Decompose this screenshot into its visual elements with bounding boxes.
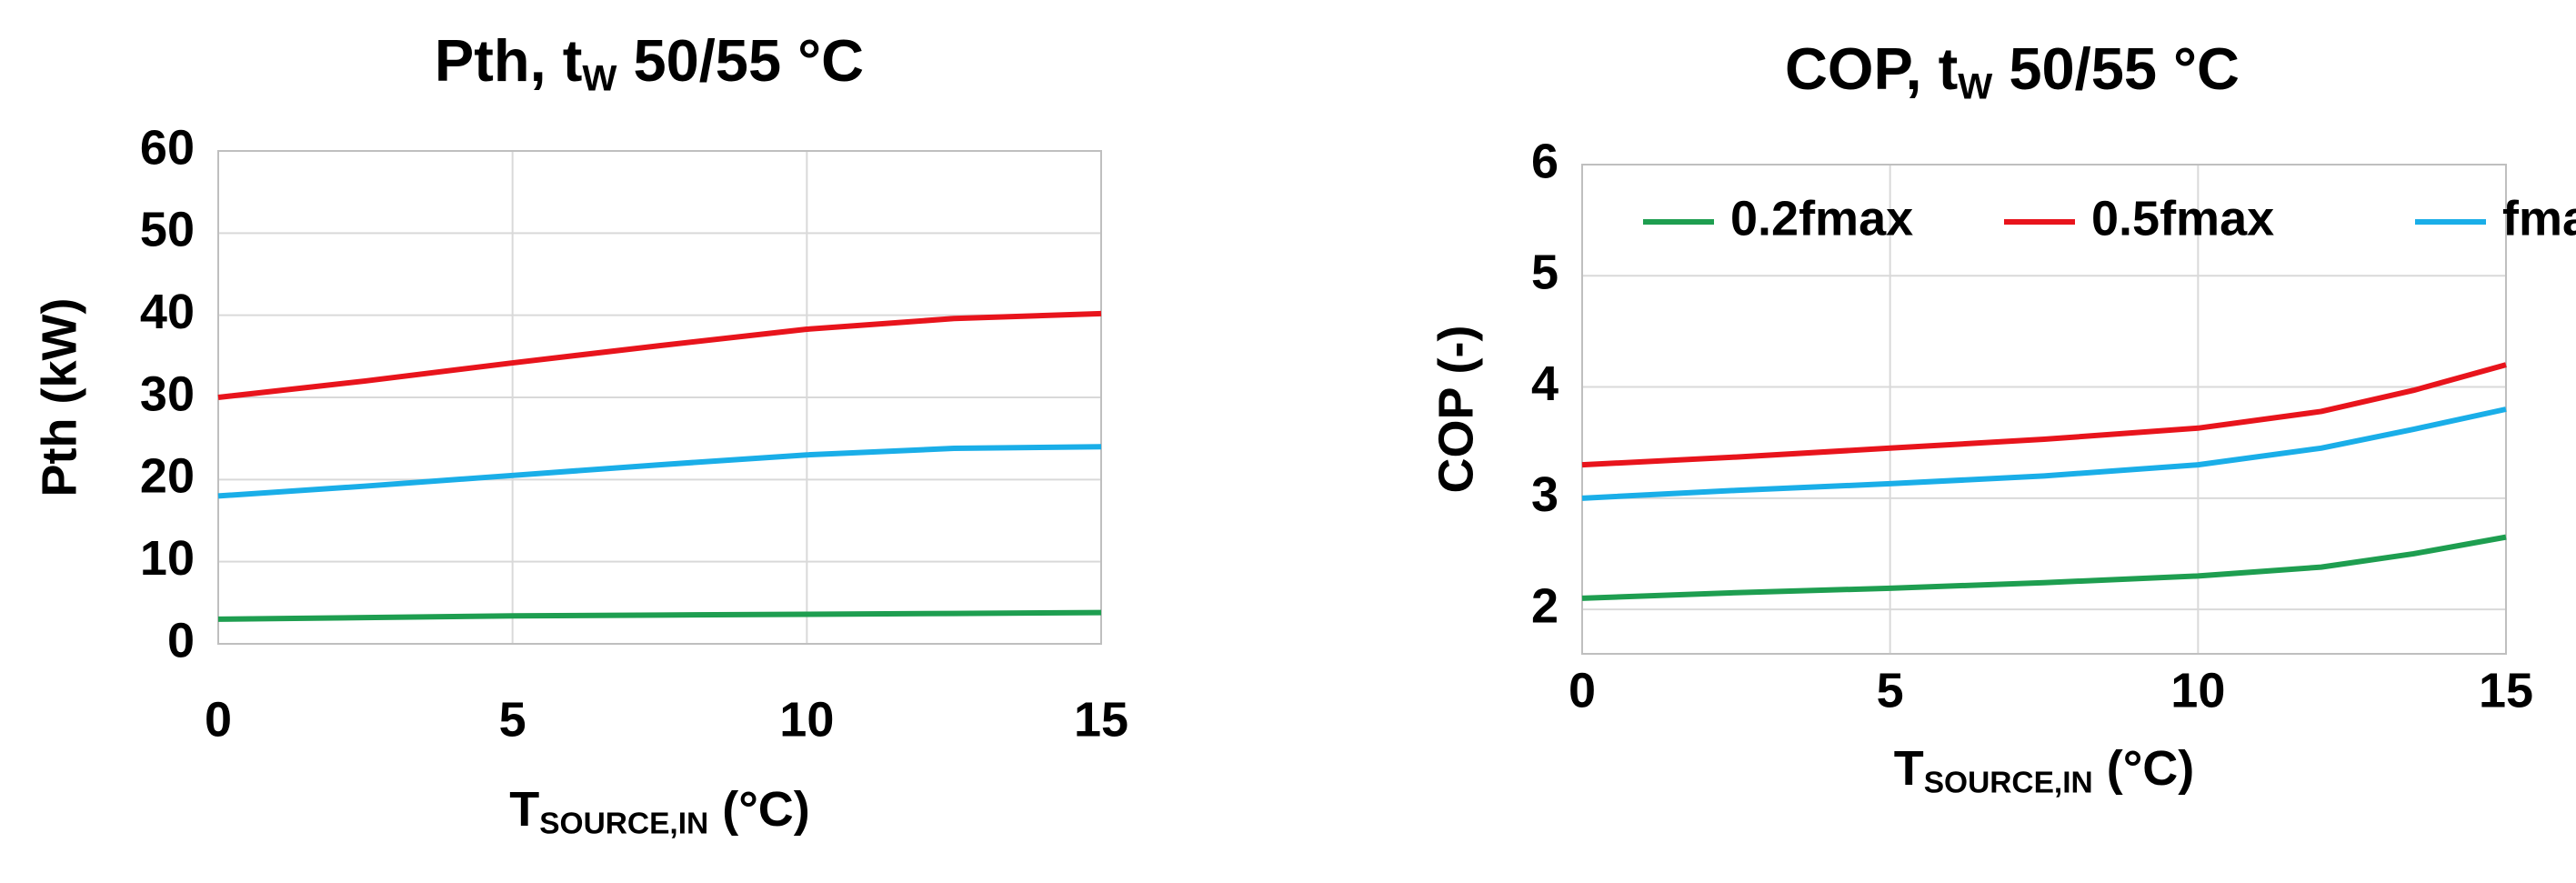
y-tick-label: 10 bbox=[140, 531, 195, 586]
y-tick-label: 20 bbox=[140, 449, 195, 504]
x-tick-label: 15 bbox=[1074, 692, 1128, 747]
x-tick-label: 0 bbox=[205, 692, 232, 747]
legend-label: fmax bbox=[2502, 191, 2576, 246]
y-tick-label: 5 bbox=[1531, 246, 1559, 300]
x-axis-label-part: (°C) bbox=[2093, 741, 2195, 796]
x-tick-label: 15 bbox=[2479, 663, 2533, 717]
data-line bbox=[1581, 406, 2507, 501]
x-tick-label: 10 bbox=[779, 692, 834, 747]
x-axis-label-part: T bbox=[1894, 741, 1924, 796]
chart-title: Pth, tW 50/55 °C bbox=[435, 27, 864, 98]
x-axis-label-part: T bbox=[509, 782, 539, 837]
x-tick-label: 0 bbox=[1569, 663, 1596, 717]
y-tick-label: 2 bbox=[1531, 578, 1559, 633]
y-tick-label: 50 bbox=[140, 203, 195, 257]
legend-label: 0.2fmax bbox=[1730, 191, 1913, 246]
data-line bbox=[217, 310, 1102, 400]
y-axis-label: COP (-) bbox=[1428, 326, 1483, 494]
y-tick-label: 30 bbox=[140, 366, 195, 421]
x-axis-label-part: SOURCE,IN bbox=[539, 807, 708, 840]
chart-title-part: W bbox=[1958, 65, 1992, 106]
data-line bbox=[1581, 534, 2507, 601]
x-axis-label: TSOURCE,IN (°C) bbox=[1894, 741, 2195, 799]
chart-title-part: 50/55 °C bbox=[1992, 35, 2240, 102]
y-tick-label: 4 bbox=[1531, 356, 1559, 411]
y-tick-label: 60 bbox=[140, 120, 195, 175]
y-axis-label: Pth (kW) bbox=[32, 298, 86, 497]
x-axis-label: TSOURCE,IN (°C) bbox=[509, 782, 810, 840]
y-tick-label: 0 bbox=[167, 613, 195, 667]
y-tick-label: 3 bbox=[1531, 467, 1559, 522]
data-line bbox=[217, 609, 1102, 622]
x-axis-label-part: (°C) bbox=[708, 782, 810, 837]
chart-title-part: W bbox=[582, 57, 616, 98]
y-tick-label: 6 bbox=[1531, 134, 1559, 188]
chart-title-part: Pth, t bbox=[435, 27, 582, 94]
chart-title: COP, tW 50/55 °C bbox=[1785, 35, 2240, 106]
chart-title-part: 50/55 °C bbox=[616, 27, 864, 94]
x-tick-label: 5 bbox=[499, 692, 526, 747]
x-axis-label-part: SOURCE,IN bbox=[1924, 766, 2093, 799]
data-line bbox=[217, 444, 1102, 499]
x-tick-label: 10 bbox=[2170, 663, 2225, 717]
y-tick-label: 40 bbox=[140, 285, 195, 339]
chart-title-part: COP, t bbox=[1785, 35, 1958, 102]
data-line bbox=[1581, 362, 2507, 468]
legend-label: 0.5fmax bbox=[2091, 191, 2274, 246]
x-tick-label: 5 bbox=[1877, 663, 1904, 717]
